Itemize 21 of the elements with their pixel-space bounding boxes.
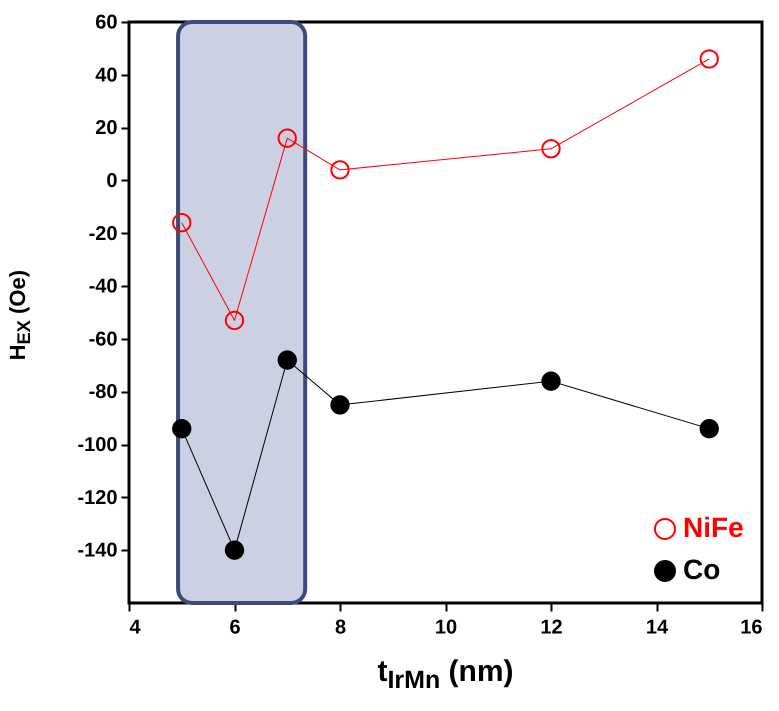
x-tick-label: 6 — [229, 616, 241, 638]
y-tick-label: -80 — [88, 381, 118, 404]
y-tick-label: -120 — [77, 486, 118, 509]
x-tick-label: 10 — [434, 616, 458, 638]
y-tick-label: -100 — [77, 434, 118, 456]
y-tick-label: 40 — [95, 64, 118, 86]
x-tick-label: 4 — [130, 616, 142, 638]
x-tick-label: 12 — [540, 616, 563, 638]
y-tick-label: -140 — [77, 540, 118, 562]
x-axis-title: t$_{IrMn}$ (nm) — [376, 655, 515, 695]
y-tick-label: 0 — [106, 170, 118, 192]
y-tick-label: -60 — [88, 328, 118, 350]
x-tick-label: 8 — [334, 616, 346, 638]
x-tick-label: 14 — [646, 616, 669, 638]
y-tick-label: 60 — [95, 12, 118, 34]
legend-label: NiFe — [683, 512, 744, 543]
y-tick-label: 20 — [95, 117, 118, 140]
x-tick-label: 16 — [740, 616, 762, 638]
y-tick-label: -20 — [88, 222, 118, 245]
legend-label: Co — [683, 554, 720, 585]
y-tick-label: -40 — [88, 276, 118, 298]
